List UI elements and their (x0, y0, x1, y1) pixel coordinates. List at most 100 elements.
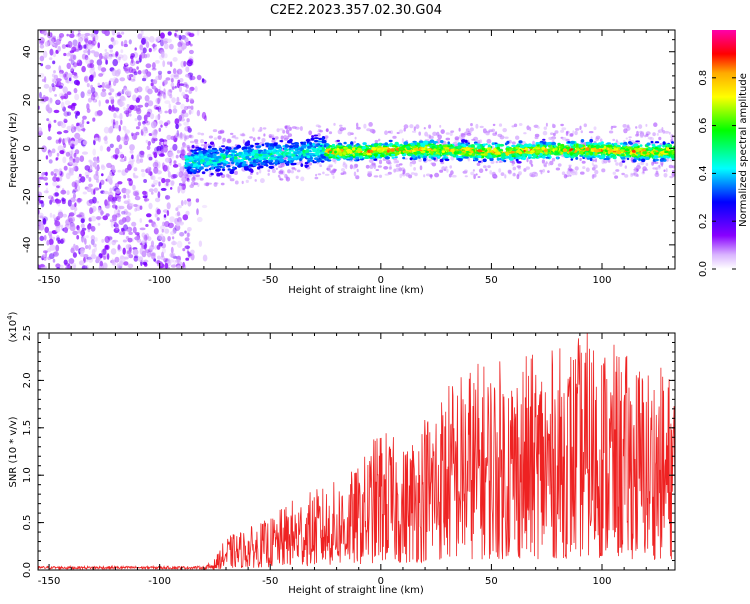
x-tick-label: 50 (485, 275, 498, 286)
heatmap-noise-dot (119, 206, 125, 210)
heatmap-band-dot (654, 152, 659, 155)
heatmap-noise-dot (179, 221, 184, 224)
heatmap-halo-dot (666, 168, 668, 172)
heatmap-noise-dot (53, 70, 56, 73)
heatmap-halo-dot (473, 169, 475, 172)
heatmap-noise-dot (95, 237, 98, 242)
heatmap-band-dot (287, 140, 292, 144)
heatmap-band-dot (255, 143, 260, 145)
heatmap-noise-dot (140, 206, 143, 210)
heatmap-noise-dot (39, 92, 42, 99)
heatmap-noise-dot (134, 192, 139, 197)
heatmap-halo-dot (560, 130, 564, 133)
heatmap-noise-dot (103, 248, 107, 255)
heatmap-band-dot (201, 148, 206, 150)
heatmap-halo-dot (654, 162, 658, 164)
heatmap-halo-dot (288, 125, 290, 129)
heatmap-halo-dot (450, 130, 454, 132)
heatmap-band-dot (563, 154, 568, 157)
heatmap-halo-dot (581, 130, 583, 133)
heatmap-noise-dot (161, 252, 164, 258)
heatmap-halo-dot (369, 159, 374, 163)
heatmap-noise-dot (149, 36, 155, 43)
heatmap-noise-dot (85, 165, 91, 171)
heatmap-noise-dot (171, 78, 174, 82)
heatmap-noise-dot (52, 36, 56, 40)
heatmap-noise-dot (133, 249, 139, 255)
heatmap-noise-dot (66, 152, 70, 157)
heatmap-halo-dot (534, 173, 538, 177)
heatmap-noise-dot (168, 109, 172, 115)
heatmap-noise-dot (169, 103, 172, 109)
heatmap-band-dot (648, 148, 653, 150)
heatmap-band-dot (464, 157, 469, 159)
heatmap-noise-dot (151, 253, 156, 260)
heatmap-halo-dot (485, 132, 489, 136)
heatmap-band-dot (280, 160, 283, 162)
heatmap-noise-dot (105, 84, 111, 88)
heatmap-band-dot (433, 148, 436, 151)
heatmap-halo-dot (378, 139, 380, 142)
heatmap-noise-dot (45, 65, 51, 70)
heatmap-noise-dot (64, 118, 67, 121)
heatmap-halo-dot (473, 174, 476, 179)
heatmap-band-dot (596, 145, 600, 149)
heatmap-band-dot (210, 152, 213, 154)
heatmap-halo-dot (562, 137, 567, 140)
heatmap-noise-dot (66, 34, 69, 37)
heatmap-band-dot (629, 142, 633, 145)
heatmap-halo-dot (573, 170, 575, 174)
heatmap-halo-dot (487, 165, 491, 168)
heatmap-noise-dot (64, 166, 68, 171)
heatmap-halo-dot (548, 163, 550, 166)
heatmap-noise-dot (189, 98, 193, 102)
heatmap-band-dot (621, 157, 625, 160)
heatmap-band-dot (356, 157, 359, 160)
heatmap-halo-dot (601, 168, 605, 172)
heatmap-halo-dot (300, 177, 304, 182)
heatmap-band-dot (655, 141, 659, 143)
heatmap-band-dot (384, 142, 388, 145)
heatmap-band-dot (668, 144, 672, 147)
heatmap-noise-dot (123, 126, 127, 131)
heatmap-band-dot (586, 152, 589, 155)
heatmap-noise-dot (202, 205, 207, 208)
heatmap-band-dot (581, 139, 585, 143)
heatmap-halo-dot (478, 176, 481, 178)
heatmap-band-dot (282, 145, 285, 147)
heatmap-noise-dot (155, 76, 160, 80)
heatmap-band-dot (273, 162, 278, 164)
heatmap-noise-dot (185, 258, 189, 261)
heatmap-noise-dot (98, 73, 103, 77)
heatmap-band-dot (505, 142, 508, 145)
heatmap-noise-dot (141, 169, 145, 172)
heatmap-noise-dot (177, 35, 180, 38)
heatmap-band-dot (307, 146, 311, 149)
heatmap-halo-dot (541, 172, 543, 175)
heatmap-noise-dot (73, 153, 76, 158)
heatmap-band-dot (622, 160, 625, 163)
heatmap-noise-dot (113, 119, 116, 124)
heatmap-band-dot (216, 173, 220, 177)
heatmap-halo-dot (485, 168, 488, 171)
heatmap-halo-dot (343, 162, 346, 166)
heatmap-halo-dot (194, 182, 199, 185)
heatmap-band-dot (339, 153, 342, 156)
heatmap-halo-dot (240, 134, 243, 136)
heatmap-halo-dot (446, 138, 451, 141)
heatmap-noise-dot (149, 48, 152, 52)
heatmap-band-dot (232, 151, 235, 153)
heatmap-halo-dot (413, 167, 416, 171)
heatmap-noise-dot (88, 177, 91, 182)
heatmap-noise-dot (49, 57, 53, 60)
heatmap-noise-dot (170, 231, 175, 235)
heatmap-band-dot (635, 149, 640, 152)
heatmap-noise-dot (155, 198, 160, 203)
heatmap-halo-dot (317, 133, 321, 137)
heatmap-noise-dot (138, 105, 143, 108)
heatmap-halo-dot (379, 175, 382, 178)
heatmap-noise-dot (39, 236, 44, 241)
heatmap-halo-dot (260, 178, 265, 183)
heatmap-halo-dot (263, 127, 267, 129)
heatmap-band-dot (215, 169, 220, 172)
